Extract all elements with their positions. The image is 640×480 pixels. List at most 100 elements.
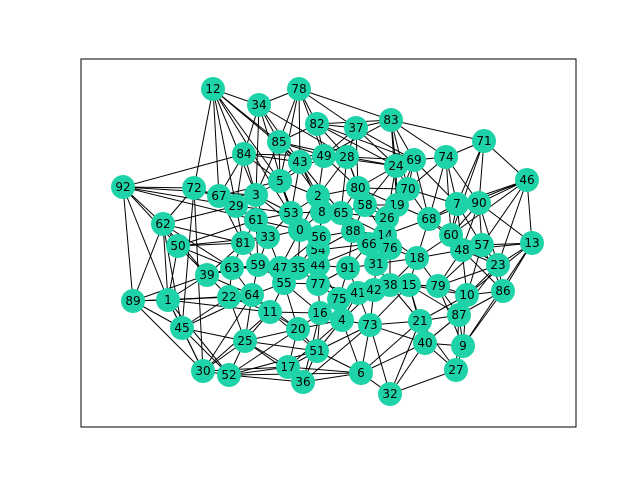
node-label-1: 1 [164, 293, 172, 307]
node-circle-78 [287, 77, 311, 101]
node-circle-10 [455, 283, 479, 307]
node-8: 8 [310, 200, 334, 224]
node-30: 30 [191, 359, 215, 383]
node-circle-69 [402, 148, 426, 172]
node-label-59: 59 [250, 258, 265, 272]
node-label-63: 63 [224, 261, 239, 275]
node-59: 59 [246, 253, 270, 277]
edge-12-3 [212, 88, 257, 196]
node-circle-59 [246, 253, 270, 277]
node-label-48: 48 [454, 243, 469, 257]
node-circle-23 [486, 253, 510, 277]
node-67: 67 [207, 184, 231, 208]
node-label-13: 13 [524, 236, 539, 250]
node-circle-51 [305, 339, 329, 363]
node-80: 80 [346, 176, 370, 200]
node-label-39: 39 [199, 268, 214, 282]
node-label-10: 10 [459, 288, 474, 302]
node-label-31: 31 [368, 257, 383, 271]
node-1: 1 [156, 288, 180, 312]
node-82: 82 [305, 112, 329, 136]
node-label-45: 45 [174, 321, 189, 335]
node-label-6: 6 [357, 366, 365, 380]
node-label-91: 91 [340, 261, 355, 275]
node-label-35: 35 [290, 261, 305, 275]
node-circle-6 [349, 361, 373, 385]
node-label-44: 44 [310, 258, 325, 272]
node-label-67: 67 [211, 189, 226, 203]
node-circle-43 [288, 150, 312, 174]
node-label-3: 3 [252, 188, 260, 202]
node-4: 4 [330, 308, 354, 332]
node-11: 11 [258, 300, 282, 324]
edge-12-29 [212, 88, 237, 207]
node-63: 63 [220, 256, 244, 280]
node-90: 90 [467, 191, 491, 215]
edge-78-43 [298, 88, 301, 163]
node-35: 35 [286, 256, 310, 280]
node-label-26: 26 [379, 211, 394, 225]
edge-62-63 [162, 223, 233, 269]
node-circle-18 [405, 246, 429, 270]
node-circle-71 [472, 129, 496, 153]
node-25: 25 [233, 329, 257, 353]
node-66: 66 [357, 232, 381, 256]
node-label-52: 52 [221, 368, 236, 382]
node-label-85: 85 [271, 135, 286, 149]
node-7: 7 [445, 192, 469, 216]
node-88: 88 [341, 219, 365, 243]
node-circle-55 [272, 271, 296, 295]
node-circle-76 [378, 236, 402, 260]
node-label-33: 33 [260, 230, 275, 244]
node-label-72: 72 [186, 181, 201, 195]
node-circle-53 [279, 201, 303, 225]
node-circle-67 [207, 184, 231, 208]
node-label-55: 55 [276, 276, 291, 290]
node-45: 45 [170, 316, 194, 340]
node-label-66: 66 [361, 237, 376, 251]
node-circle-11 [258, 300, 282, 324]
node-circle-4 [330, 308, 354, 332]
node-circle-60 [439, 223, 463, 247]
node-label-80: 80 [350, 181, 365, 195]
node-circle-85 [267, 130, 291, 154]
node-56: 56 [307, 225, 331, 249]
node-label-82: 82 [309, 117, 324, 131]
node-label-81: 81 [235, 236, 250, 250]
node-circle-28 [335, 145, 359, 169]
node-label-87: 87 [451, 308, 466, 322]
node-label-75: 75 [331, 292, 346, 306]
node-36: 36 [291, 370, 315, 394]
node-label-34: 34 [251, 98, 266, 112]
node-label-11: 11 [262, 305, 277, 319]
edge-62-29 [162, 205, 237, 225]
node-92: 92 [111, 175, 135, 199]
node-72: 72 [182, 176, 206, 200]
edge-78-83 [298, 88, 392, 121]
node-circle-88 [341, 219, 365, 243]
node-5: 5 [268, 169, 292, 193]
node-71: 71 [472, 129, 496, 153]
edge-1-11 [167, 299, 271, 313]
node-label-64: 64 [244, 288, 259, 302]
node-label-37: 37 [348, 121, 363, 135]
node-label-30: 30 [195, 364, 210, 378]
node-49: 49 [312, 144, 336, 168]
node-circle-56 [307, 225, 331, 249]
node-circle-20 [286, 317, 310, 341]
node-label-4: 4 [338, 313, 346, 327]
node-20: 20 [286, 317, 310, 341]
node-circle-16 [308, 301, 332, 325]
edge-92-1 [122, 186, 169, 301]
node-65: 65 [329, 201, 353, 225]
node-circle-68 [417, 207, 441, 231]
node-21: 21 [408, 309, 432, 333]
edge-78-5 [279, 88, 300, 182]
node-12: 12 [201, 77, 225, 101]
edge-17-6 [287, 366, 362, 374]
edge-50-61 [177, 219, 257, 247]
node-78: 78 [287, 77, 311, 101]
node-label-2: 2 [314, 189, 322, 203]
node-label-9: 9 [459, 339, 467, 353]
